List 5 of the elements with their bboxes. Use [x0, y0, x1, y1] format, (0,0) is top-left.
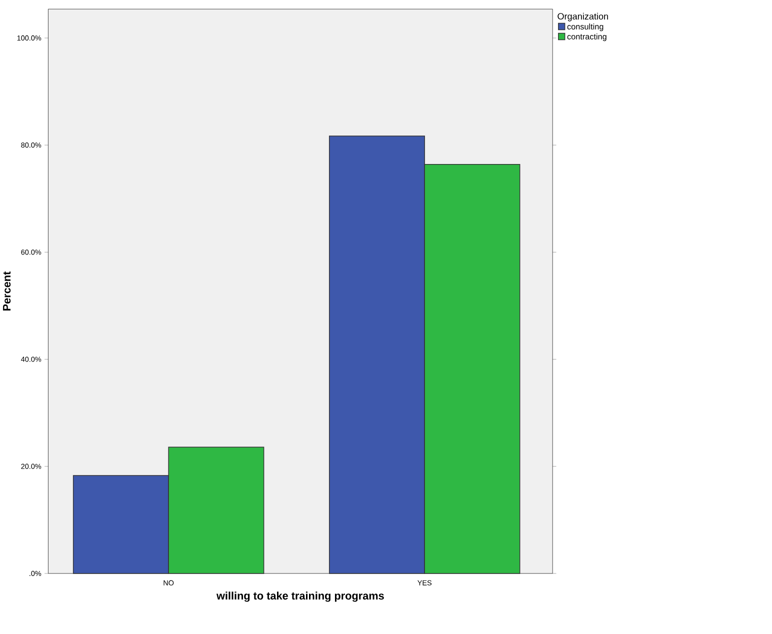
- x-axis-title: willing to take training programs: [216, 591, 384, 602]
- legend-title: Organization: [558, 12, 608, 22]
- y-axis-title: Percent: [3, 271, 11, 310]
- legend-label: contracting: [567, 33, 606, 41]
- legend-label: consulting: [567, 23, 604, 31]
